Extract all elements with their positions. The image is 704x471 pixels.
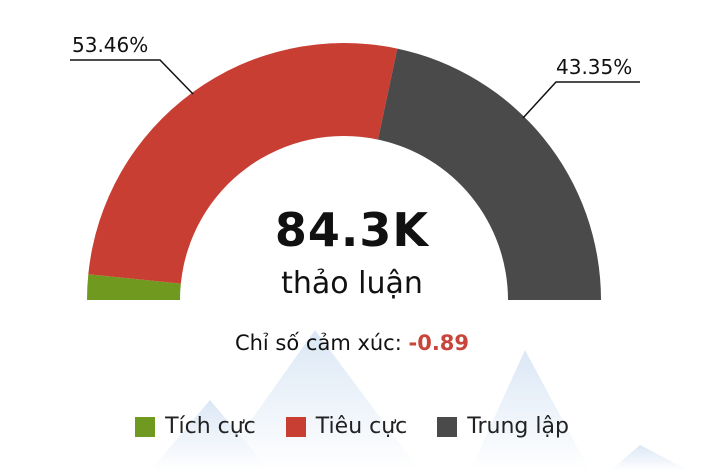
sentiment-index: Chỉ số cảm xúc: -0.89	[0, 331, 704, 355]
legend-label: Tích cực	[165, 414, 256, 439]
legend-item-tich-cuc: Tích cực	[135, 414, 256, 439]
gauge-chart: 53.46% 43.35%	[70, 33, 640, 301]
gauge-segment-0	[87, 274, 181, 300]
legend-item-tieu-cuc: Tiêu cực	[285, 414, 408, 439]
legend-swatch	[437, 416, 458, 437]
sentiment-value: -0.89	[408, 331, 470, 355]
legend-swatch	[135, 416, 156, 437]
legend-swatch	[285, 416, 306, 437]
data-label-trung-lap: 43.35%	[522, 55, 640, 119]
mountain-shape	[470, 350, 590, 471]
total-unit: thảo luận	[281, 266, 423, 301]
gauge-segment-2	[378, 48, 601, 301]
sentiment-label: Chỉ số cảm xúc:	[234, 331, 402, 355]
leader-line	[70, 59, 194, 95]
legend-label: Trung lập	[467, 414, 569, 439]
data-label-tieu-cuc: 53.46%	[70, 33, 194, 95]
total-count: 84.3K	[274, 203, 430, 257]
mountain-shape	[150, 400, 270, 471]
data-label-text: 43.35%	[556, 55, 632, 79]
legend: Tích cực Tiêu cực Trung lập	[0, 414, 704, 439]
mountain-shape	[610, 445, 690, 471]
leader-line	[522, 81, 640, 119]
data-label-text: 53.46%	[72, 33, 148, 57]
mountain-shape	[215, 330, 420, 471]
legend-label: Tiêu cực	[315, 414, 408, 439]
gauge-segment-1	[88, 42, 398, 284]
legend-item-trung-lap: Trung lập	[437, 414, 569, 439]
